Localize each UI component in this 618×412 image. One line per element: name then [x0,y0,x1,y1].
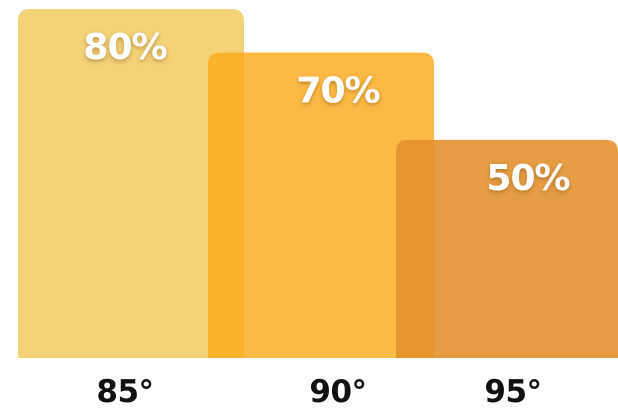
data-label-1: 80% [83,27,166,68]
category-label-1: 85° [96,374,153,410]
data-label-2: 70% [296,71,379,112]
category-label-2: 90° [309,374,366,410]
bar-3 [396,139,618,358]
category-labels-group: 85° 90° 95° [96,374,542,410]
data-labels-group: 80% 70% 50% [83,27,570,199]
bar-1 [18,9,244,358]
category-label-3: 95° [484,374,541,410]
bar-2 [208,52,434,358]
bars-group [18,9,618,358]
data-label-3: 50% [486,158,569,199]
